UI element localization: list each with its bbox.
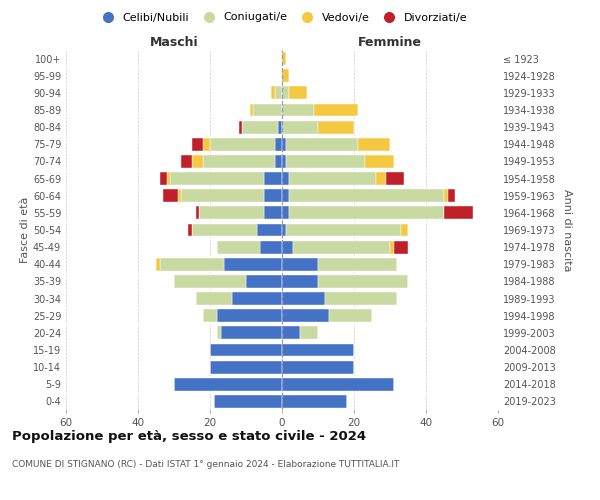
Bar	[278, 120, 282, 134]
Bar	[246, 275, 282, 288]
Bar	[174, 275, 246, 288]
Bar	[282, 155, 286, 168]
Bar	[358, 138, 390, 150]
Bar	[282, 360, 354, 374]
Bar	[196, 292, 232, 305]
Bar	[232, 292, 282, 305]
Bar	[221, 326, 282, 340]
Bar	[188, 224, 192, 236]
Bar	[394, 240, 408, 254]
Bar	[260, 240, 282, 254]
Bar	[275, 138, 282, 150]
Bar	[444, 190, 448, 202]
Bar	[178, 190, 181, 202]
Bar	[286, 155, 365, 168]
Bar	[300, 326, 318, 340]
Text: Maschi: Maschi	[149, 36, 199, 49]
Bar	[203, 138, 210, 150]
Bar	[203, 155, 275, 168]
Bar	[275, 155, 282, 168]
Bar	[318, 120, 354, 134]
Bar	[275, 86, 282, 100]
Bar	[170, 172, 264, 185]
Bar	[282, 240, 293, 254]
Bar	[214, 395, 282, 408]
Bar	[217, 326, 221, 340]
Bar	[318, 275, 408, 288]
Bar	[282, 378, 394, 390]
Bar	[167, 172, 170, 185]
Bar	[282, 395, 347, 408]
Bar	[174, 378, 282, 390]
Bar	[282, 224, 286, 236]
Bar	[282, 120, 318, 134]
Text: COMUNE DI STIGNANO (RC) - Dati ISTAT 1° gennaio 2024 - Elaborazione TUTTITALIA.I: COMUNE DI STIGNANO (RC) - Dati ISTAT 1° …	[12, 460, 400, 469]
Bar	[203, 310, 217, 322]
Bar	[293, 240, 390, 254]
Bar	[271, 86, 275, 100]
Bar	[282, 138, 286, 150]
Bar	[217, 240, 260, 254]
Bar	[329, 310, 372, 322]
Bar	[156, 258, 160, 270]
Bar	[160, 172, 167, 185]
Bar	[325, 292, 397, 305]
Bar	[181, 190, 264, 202]
Bar	[210, 344, 282, 356]
Bar	[192, 138, 203, 150]
Bar	[286, 224, 401, 236]
Text: Femmine: Femmine	[358, 36, 422, 49]
Bar	[386, 172, 404, 185]
Bar	[250, 104, 253, 117]
Bar	[217, 310, 282, 322]
Bar	[289, 172, 376, 185]
Legend: Celibi/Nubili, Coniugati/e, Vedovi/e, Divorziati/e: Celibi/Nubili, Coniugati/e, Vedovi/e, Di…	[92, 8, 472, 27]
Bar	[448, 190, 455, 202]
Text: Popolazione per età, sesso e stato civile - 2024: Popolazione per età, sesso e stato civil…	[12, 430, 366, 443]
Bar	[253, 104, 282, 117]
Bar	[282, 275, 318, 288]
Bar	[282, 344, 354, 356]
Bar	[289, 190, 444, 202]
Bar	[192, 155, 203, 168]
Bar	[160, 258, 224, 270]
Bar	[264, 206, 282, 220]
Bar	[314, 104, 358, 117]
Bar	[444, 206, 473, 220]
Bar	[289, 86, 307, 100]
Bar	[196, 206, 199, 220]
Bar	[390, 240, 394, 254]
Bar	[224, 258, 282, 270]
Bar	[210, 138, 275, 150]
Bar	[282, 206, 289, 220]
Bar	[376, 172, 386, 185]
Bar	[282, 104, 314, 117]
Bar	[401, 224, 408, 236]
Bar	[289, 206, 444, 220]
Bar	[264, 172, 282, 185]
Bar	[365, 155, 394, 168]
Y-axis label: Fasce di età: Fasce di età	[20, 197, 30, 263]
Bar	[282, 292, 325, 305]
Bar	[192, 224, 257, 236]
Bar	[163, 190, 178, 202]
Bar	[318, 258, 397, 270]
Bar	[282, 86, 289, 100]
Bar	[282, 258, 318, 270]
Bar	[239, 120, 242, 134]
Bar	[242, 120, 278, 134]
Bar	[282, 172, 289, 185]
Bar	[282, 52, 286, 65]
Bar	[286, 138, 358, 150]
Bar	[264, 190, 282, 202]
Bar	[282, 70, 289, 82]
Bar	[282, 326, 300, 340]
Bar	[257, 224, 282, 236]
Bar	[282, 190, 289, 202]
Bar	[181, 155, 192, 168]
Bar	[210, 360, 282, 374]
Y-axis label: Anni di nascita: Anni di nascita	[562, 188, 572, 271]
Bar	[199, 206, 264, 220]
Bar	[282, 310, 329, 322]
